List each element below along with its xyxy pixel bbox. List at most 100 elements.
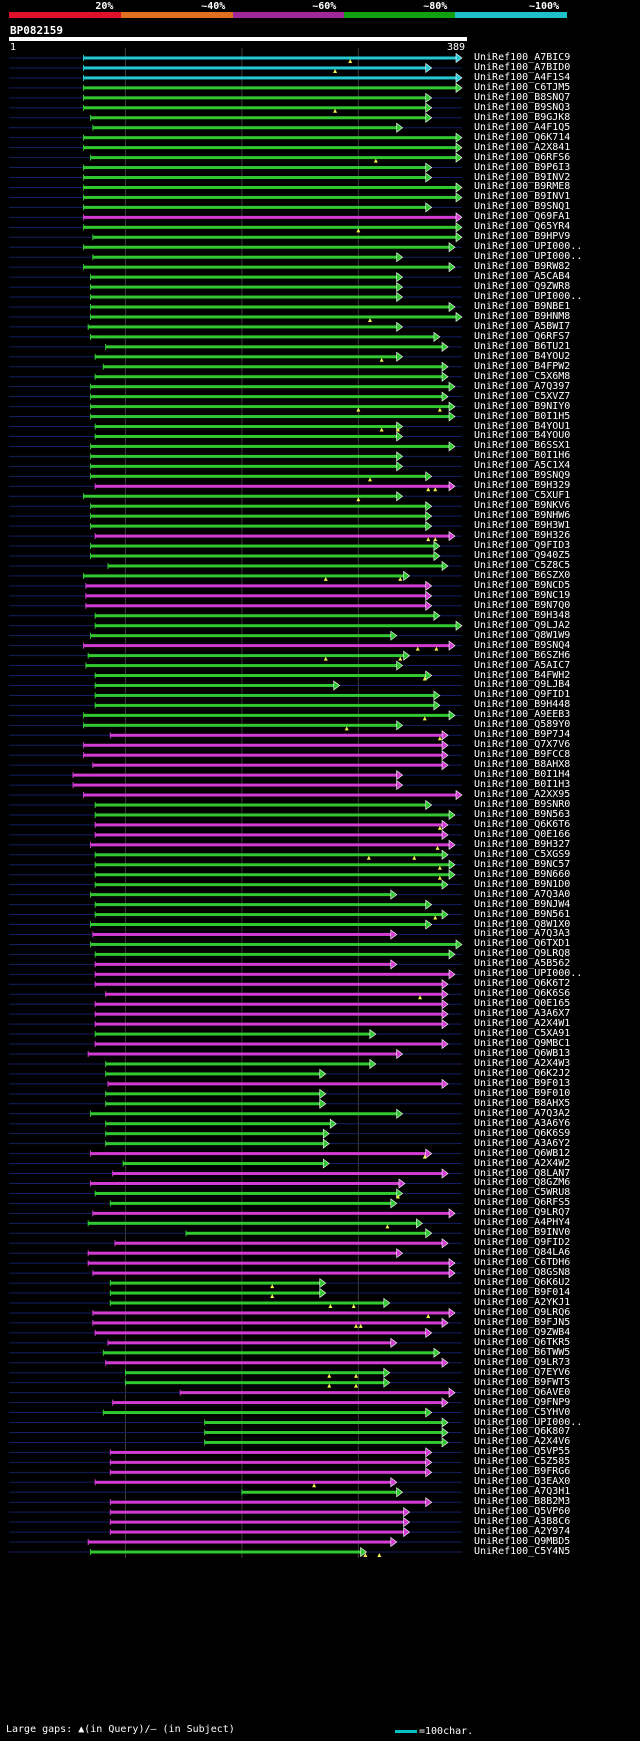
hit-label[interactable]: UniRef100_A2X4W2 [474, 1157, 571, 1169]
hit-label[interactable]: UniRef100_UPI000.. [474, 1416, 583, 1428]
hit-label[interactable]: UniRef100_B9NBE1 [474, 301, 571, 312]
hit-label[interactable]: UniRef100_A5AIC7 [474, 659, 571, 671]
hit-label[interactable]: UniRef100_UPI000.. [474, 251, 583, 263]
hit-label[interactable]: UniRef100_Q6K6S6 [474, 988, 571, 1000]
hit-label[interactable]: UniRef100_B9N7Q0 [474, 599, 571, 611]
hit-label[interactable]: UniRef100_B9H327 [474, 838, 571, 850]
hit-label[interactable]: UniRef100_B9NC19 [474, 589, 571, 601]
hit-label[interactable]: UniRef100_Q8W1X0 [474, 918, 571, 930]
hit-label[interactable]: UniRef100_B8AHX8 [474, 759, 571, 771]
hit-label[interactable]: UniRef100_Q8GZM6 [474, 1177, 571, 1189]
hit-label[interactable]: UniRef100_B9SNQ9 [474, 470, 571, 482]
hit-label[interactable]: UniRef100_B8SNQ7 [474, 91, 571, 103]
hit-label[interactable]: UniRef100_Q940Z5 [474, 550, 571, 561]
hit-label[interactable]: UniRef100_B9H326 [474, 530, 571, 542]
hit-label[interactable]: UniRef100_Q589Y0 [474, 719, 571, 731]
hit-label[interactable]: UniRef100_A7Q3A0 [474, 888, 571, 900]
hit-label[interactable]: UniRef100_B9FJN5 [474, 1316, 571, 1328]
hit-label[interactable]: UniRef100_Q65YR4 [474, 221, 571, 233]
hit-label[interactable]: UniRef100_B4YOU2 [474, 350, 571, 362]
hit-label[interactable]: UniRef100_B9H348 [474, 609, 571, 621]
hit-label[interactable]: UniRef100_Q8LAN7 [474, 1167, 571, 1179]
hit-label[interactable]: UniRef100_Q9MBD5 [474, 1536, 571, 1548]
hit-label[interactable]: UniRef100_A3A6Y2 [474, 1137, 571, 1149]
hit-label[interactable]: UniRef100_Q9FID2 [474, 1237, 571, 1249]
hit-label[interactable]: UniRef100_B9N1D0 [474, 878, 571, 890]
hit-label[interactable]: UniRef100_B9GJK8 [474, 111, 571, 123]
hit-label[interactable]: UniRef100_B9INV0 [474, 1227, 571, 1239]
hit-label[interactable]: UniRef100_Q6K6T2 [474, 978, 571, 990]
hit-label[interactable]: UniRef100_Q9MBC1 [474, 1038, 571, 1050]
hit-label[interactable]: UniRef100_B9SNQ1 [474, 201, 571, 213]
hit-label[interactable]: UniRef100_Q9FID3 [474, 540, 571, 552]
hit-label[interactable]: UniRef100_C5X6M8 [474, 370, 571, 382]
hit-label[interactable]: UniRef100_C5Z585 [474, 1456, 571, 1468]
hit-label[interactable]: UniRef100_C5XVZ7 [474, 390, 571, 402]
hit-label[interactable]: UniRef100_A7Q3A3 [474, 928, 571, 940]
hit-label[interactable]: UniRef100_A2X841 [474, 141, 571, 153]
hit-label[interactable]: UniRef100_B9NCD5 [474, 579, 571, 591]
hit-label[interactable]: UniRef100_A7Q397 [474, 380, 571, 392]
hit-label[interactable]: UniRef100_C5Z8C5 [474, 559, 571, 571]
hit-label[interactable]: UniRef100_B8B2M3 [474, 1496, 571, 1508]
hit-label[interactable]: UniRef100_Q7EYV6 [474, 1366, 571, 1378]
hit-label[interactable]: UniRef100_A2X4W3 [474, 1057, 571, 1069]
hit-label[interactable]: UniRef100_Q6TKR5 [474, 1336, 571, 1348]
hit-label[interactable]: UniRef100_B9INV1 [474, 191, 571, 203]
hit-label[interactable]: UniRef100_B9P7J4 [474, 729, 571, 741]
hit-label[interactable]: UniRef100_A3A6X7 [474, 1008, 571, 1020]
hit-label[interactable]: UniRef100_A4F1Q5 [474, 121, 571, 133]
hit-label[interactable]: UniRef100_A2X4W1 [474, 1018, 571, 1030]
hit-label[interactable]: UniRef100_B6SSX1 [474, 440, 571, 452]
hit-label[interactable]: UniRef100_B6TU21 [474, 340, 571, 352]
hit-label[interactable]: UniRef100_Q9FID1 [474, 689, 571, 701]
hit-label[interactable]: UniRef100_B9F014 [474, 1287, 571, 1299]
hit-label[interactable]: UniRef100_A7Q3H1 [474, 1486, 571, 1498]
hit-label[interactable]: UniRef100_B9SNR0 [474, 799, 571, 810]
hit-label[interactable]: UniRef100_B0I1H5 [474, 410, 571, 422]
hit-label[interactable]: UniRef100_B0I1H6 [474, 450, 571, 462]
hit-label[interactable]: UniRef100_Q3EAX0 [474, 1476, 571, 1488]
hit-label[interactable]: UniRef100_Q9LJA2 [474, 619, 571, 631]
hit-label[interactable]: UniRef100_Q9LRQ7 [474, 1207, 571, 1219]
hit-label[interactable]: UniRef100_Q6K807 [474, 1426, 571, 1438]
hit-label[interactable]: UniRef100_B9NHW6 [474, 510, 571, 522]
hit-label[interactable]: UniRef100_A7BID0 [474, 61, 571, 73]
hit-label[interactable]: UniRef100_A5B562 [474, 958, 571, 970]
hit-label[interactable]: UniRef100_A5CAB4 [474, 271, 571, 283]
hit-label[interactable]: UniRef100_Q6WB12 [474, 1147, 571, 1159]
hit-label[interactable]: UniRef100_Q9FNP9 [474, 1396, 571, 1408]
hit-label[interactable]: UniRef100_B9H329 [474, 480, 571, 492]
hit-label[interactable]: UniRef100_B4YOU1 [474, 420, 571, 432]
hit-label[interactable]: UniRef100_C5XA91 [474, 1028, 571, 1040]
hit-label[interactable]: UniRef100_Q6TXD1 [474, 938, 571, 950]
hit-label[interactable]: UniRef100_Q8W1W9 [474, 629, 571, 641]
hit-label[interactable]: UniRef100_B4FWH2 [474, 669, 571, 681]
hit-label[interactable]: UniRef100_B0I1H4 [474, 769, 571, 781]
hit-label[interactable]: UniRef100_B6SZX0 [474, 569, 571, 581]
hit-label[interactable]: UniRef100_Q6RFS5 [474, 1197, 571, 1209]
hit-label[interactable]: UniRef100_B8AHX5 [474, 1097, 571, 1109]
hit-label[interactable]: UniRef100_B9N563 [474, 808, 571, 820]
hit-label[interactable]: UniRef100_B9N561 [474, 908, 571, 920]
hit-label[interactable]: UniRef100_Q5VP60 [474, 1506, 571, 1518]
hit-label[interactable]: UniRef100_C5XGS9 [474, 848, 571, 860]
hit-label[interactable]: UniRef100_Q8GSN8 [474, 1267, 571, 1279]
hit-label[interactable]: UniRef100_Q69FA1 [474, 211, 571, 223]
hit-label[interactable]: UniRef100_UPI000.. [474, 291, 583, 303]
hit-label[interactable]: UniRef100_A2YKJ1 [474, 1297, 571, 1308]
hit-label[interactable]: UniRef100_Q9ZWB4 [474, 1326, 571, 1338]
hit-label[interactable]: UniRef100_B9HPV9 [474, 231, 571, 243]
hit-label[interactable]: UniRef100_Q9LR73 [474, 1356, 571, 1368]
hit-label[interactable]: UniRef100_Q6K6U2 [474, 1277, 571, 1289]
hit-label[interactable]: UniRef100_Q6RFS7 [474, 330, 571, 342]
hit-label[interactable]: UniRef100_Q6K6T6 [474, 818, 571, 830]
hit-label[interactable]: UniRef100_Q5VP55 [474, 1446, 571, 1458]
hit-label[interactable]: UniRef100_C5XUF1 [474, 490, 571, 502]
hit-label[interactable]: UniRef100_B9NJW4 [474, 898, 571, 910]
hit-label[interactable]: UniRef100_C5Y4N5 [474, 1546, 571, 1557]
hit-label[interactable]: UniRef100_B0I1H3 [474, 779, 571, 791]
hit-label[interactable]: UniRef100_B4FPW2 [474, 360, 571, 372]
hit-label[interactable]: UniRef100_Q6K2J2 [474, 1067, 571, 1079]
hit-label[interactable]: UniRef100_Q9ZWR8 [474, 281, 571, 293]
